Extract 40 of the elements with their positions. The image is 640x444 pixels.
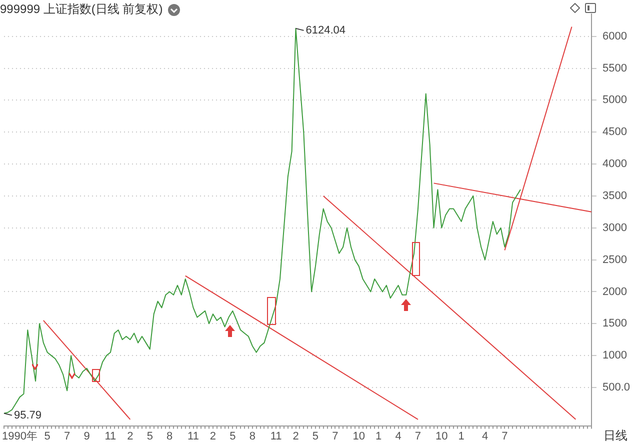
x-tick-label: 5 <box>230 430 236 442</box>
x-tick-label: 2 <box>127 430 134 442</box>
y-tick-label: 2000 <box>602 286 627 298</box>
x-tick-label: 1 <box>376 430 382 442</box>
y-tick-label: 2500 <box>602 254 627 266</box>
x-tick-label: 5 <box>312 430 319 442</box>
y-tick-label: 6000 <box>602 30 627 42</box>
x-tick-label: 5 <box>44 430 50 442</box>
x-tick-label: 8 <box>249 430 256 442</box>
x-tick-label: 1990年 <box>2 430 38 442</box>
x-tick-label: 9 <box>84 430 90 442</box>
annotation: 6124.04 <box>306 24 346 36</box>
y-tick-label: 3500 <box>602 190 627 202</box>
x-tick-label: 11 <box>188 430 199 442</box>
y-tick-label: 500.0 <box>602 382 630 394</box>
x-tick-label: 7 <box>332 430 338 442</box>
y-tick-label: 1500 <box>602 318 627 330</box>
x-tick-label: 10 <box>352 430 365 442</box>
y-tick-label: 4000 <box>602 158 627 170</box>
x-tick-label: 10 <box>436 430 448 442</box>
x-tick-label: 2 <box>210 430 216 442</box>
x-tick-label: 4 <box>395 430 402 442</box>
x-tick-label: 2 <box>292 430 299 442</box>
y-tick-label: 5000 <box>602 94 627 106</box>
y-tick-label: 4500 <box>602 126 627 138</box>
x-tick-label: 5 <box>146 430 153 442</box>
annotation: 95.79 <box>14 409 42 422</box>
x-tick-label: 11 <box>104 430 116 442</box>
x-tick-label: 7 <box>502 430 508 442</box>
x-tick-label: 7 <box>414 430 422 442</box>
x-tick-label: 8 <box>166 430 173 442</box>
y-tick-label: 5500 <box>602 62 627 74</box>
text: 日线 <box>604 428 628 442</box>
x-tick-label: 1 <box>458 430 464 442</box>
x-tick-label: 7 <box>64 430 70 442</box>
y-tick-label: 3000 <box>602 222 627 234</box>
chart-title: 999999 上证指数(日线 前复权) <box>0 1 163 18</box>
y-tick-label: 1000 <box>602 350 627 362</box>
x-tick-label: 11 <box>270 430 282 442</box>
x-tick-label: 4 <box>482 430 488 442</box>
